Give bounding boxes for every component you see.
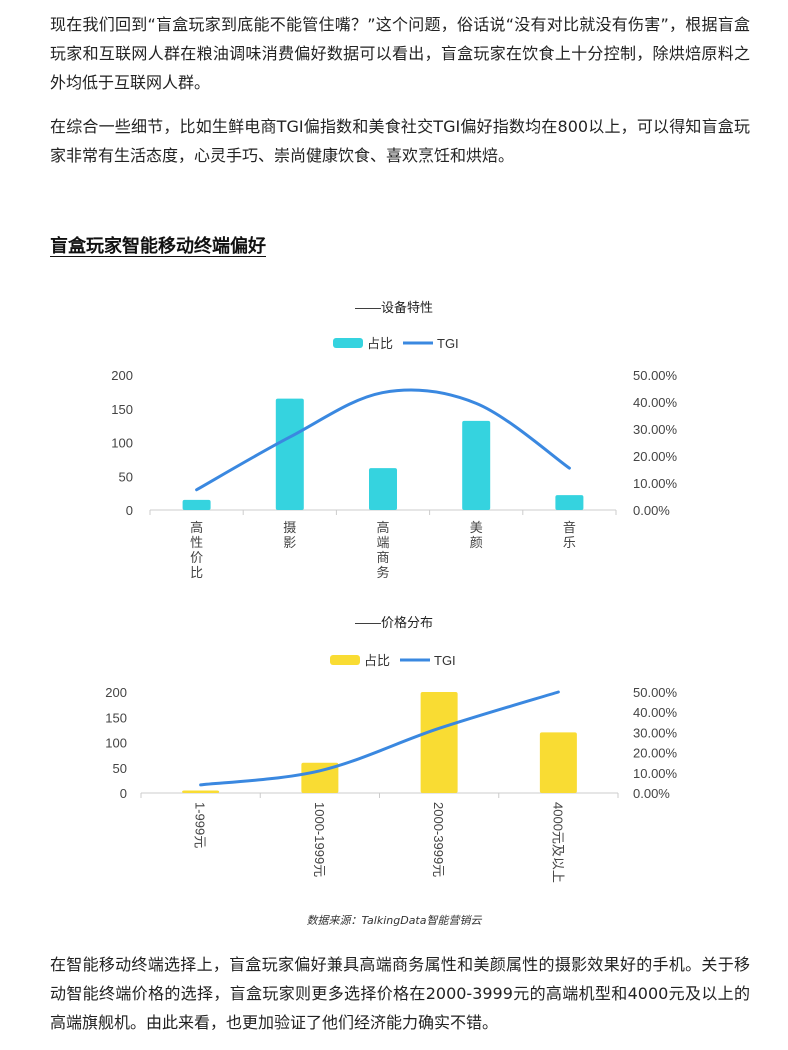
bar-2 <box>301 762 339 793</box>
legend: 占比 TGI <box>333 336 459 351</box>
conclusion-paragraph: 在智能移动终端选择上，盲盒玩家偏好兼具高端商务属性和美颜属性的摄影效果好的手机。… <box>50 955 750 1032</box>
y-left-tick-label: 50 <box>119 469 133 484</box>
section-title: 盲盒玩家智能移动终端偏好 <box>50 236 266 257</box>
y-right-tick-label: 30.00% <box>633 725 678 740</box>
y-right-tick-label: 0.00% <box>633 786 670 801</box>
x-tick-label: 摄影 <box>283 520 296 550</box>
x-tick-label: 高性价比 <box>190 520 203 580</box>
x-tick-label: 4000元及以上 <box>550 802 565 883</box>
bar-5 <box>555 495 584 510</box>
x-tick-label: 音乐 <box>563 520 576 550</box>
legend-label-bar: 占比 <box>367 336 393 351</box>
bar-3 <box>420 692 458 793</box>
y-left-tick-label: 100 <box>111 436 133 451</box>
y-right-tick-label: 50.00% <box>633 685 678 700</box>
price-distribution-chart: ——价格分布占比 TGI 0 50 100 150 200 0.00% 10.00% 20.00%… <box>0 605 788 905</box>
y-right-tick-label: 40.00% <box>633 395 678 410</box>
tgi-line <box>195 388 571 492</box>
legend-label-bar: 占比 <box>364 653 390 668</box>
x-tick-char: 性 <box>190 535 203 550</box>
y-left-tick-label: 150 <box>105 710 127 725</box>
legend-label-line: TGI <box>437 336 459 351</box>
y-right-tick-label: 50.00% <box>633 368 678 383</box>
bar-3 <box>369 468 397 510</box>
x-tick-char: 美 <box>470 520 483 535</box>
y-left-tick-label: 50 <box>113 761 127 776</box>
x-tick-char: 颜 <box>470 535 483 550</box>
y-left-tick-label: 0 <box>126 503 133 518</box>
x-tick-char: 高 <box>376 520 389 535</box>
y-right-tick-label: 40.00% <box>633 705 678 720</box>
x-tick-label: 高端商务 <box>376 520 389 580</box>
x-tick-char: 摄 <box>283 520 296 535</box>
data-source-caption: 数据来源：TalkingData智能营销云 <box>306 914 482 927</box>
bar-1 <box>182 790 220 793</box>
x-tick-label: 2000-3999元 <box>431 802 446 877</box>
bar-2 <box>275 398 304 510</box>
x-tick-label: 美颜 <box>470 520 483 550</box>
y-right-tick-label: 30.00% <box>633 422 678 437</box>
x-tick-char: 务 <box>376 565 389 580</box>
legend-swatch-bar <box>333 338 363 348</box>
x-tick-char: 音 <box>563 520 576 535</box>
legend: 占比 TGI <box>330 653 456 668</box>
chart-title: ——价格分布 <box>355 615 433 630</box>
x-tick-label: 1000-1999元 <box>312 802 327 877</box>
y-left-tick-label: 200 <box>105 685 127 700</box>
y-right-tick-label: 20.00% <box>633 449 678 464</box>
y-left-tick-label: 0 <box>120 786 127 801</box>
intro-paragraph: 现在我们回到“盲盒玩家到底能不能管住嘴？”这个问题，俗话说“没有对比就没有伤害”… <box>50 15 750 92</box>
x-tick-char: 端 <box>376 535 389 550</box>
y-left-tick-label: 150 <box>111 402 133 417</box>
x-tick-label: 1-999元 <box>193 802 208 848</box>
legend-swatch-bar <box>330 655 360 665</box>
x-tick-char: 影 <box>283 535 296 550</box>
x-tick-char: 乐 <box>563 535 576 550</box>
detail-paragraph: 在综合一些细节，比如生鲜电商TGI偏指数和美食社交TGI偏好指数均在800以上，… <box>50 117 750 165</box>
bar-4 <box>539 732 577 793</box>
y-right-tick-label: 10.00% <box>633 476 678 491</box>
x-tick-char: 比 <box>190 565 203 580</box>
tgi-line <box>199 690 560 787</box>
y-right-tick-label: 20.00% <box>633 746 678 761</box>
legend-label-line: TGI <box>434 653 456 668</box>
bar-4 <box>462 420 491 510</box>
y-right-tick-label: 0.00% <box>633 503 670 518</box>
x-tick-char: 价 <box>190 550 203 565</box>
y-left-tick-label: 200 <box>111 368 133 383</box>
y-right-tick-label: 10.00% <box>633 766 678 781</box>
chart-title: ——设备特性 <box>355 300 433 315</box>
y-left-tick-label: 100 <box>105 736 127 751</box>
bar-1 <box>182 499 211 510</box>
x-tick-char: 高 <box>190 520 203 535</box>
x-tick-char: 商 <box>376 550 389 565</box>
device-feature-chart: ——设备特性占比 TGI 0 50 100 150 200 0.00% 10.00% 20.00%… <box>0 290 788 590</box>
